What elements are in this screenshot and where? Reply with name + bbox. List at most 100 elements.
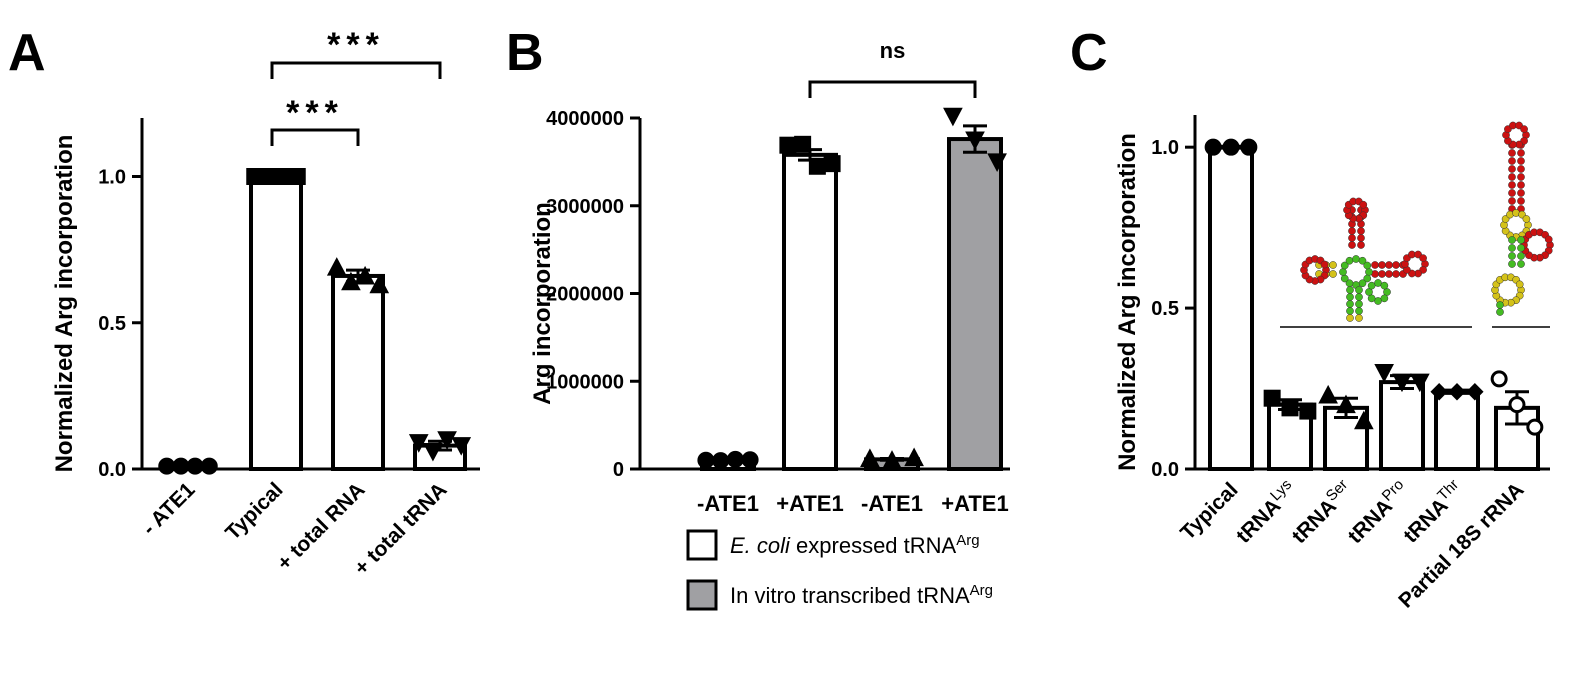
rna-dot — [1517, 173, 1525, 181]
bracket — [270, 128, 360, 146]
rna-dot — [1329, 270, 1337, 278]
y-tick-label: 0 — [613, 459, 624, 481]
x-tick-label: Typical — [1176, 478, 1242, 544]
rna-dot — [1348, 227, 1356, 235]
data-point — [1466, 383, 1484, 401]
rna-dot — [1345, 256, 1354, 265]
rna-dot — [1508, 236, 1516, 244]
data-point — [246, 168, 264, 185]
x-tick-label: - ATE1 — [138, 478, 200, 540]
rna-dot — [1508, 149, 1516, 157]
data-point — [1508, 396, 1526, 414]
y-tick-label: 1.0 — [1151, 137, 1179, 159]
data-point — [1263, 389, 1281, 407]
rna-dot — [1392, 261, 1400, 269]
x-tick-label-text: Typical — [1176, 478, 1242, 544]
x-tick-label: tRNALys — [1230, 476, 1302, 548]
rna-dot — [1385, 270, 1393, 278]
y-axis-label: Arg incorporation — [529, 202, 556, 405]
rna-dot — [1378, 270, 1386, 278]
x-tick-label: tRNASer — [1285, 476, 1357, 548]
data-point — [288, 168, 306, 185]
rna-dot — [1508, 181, 1516, 189]
rna-dot — [1357, 241, 1365, 249]
y-tick-label: 0.5 — [98, 313, 126, 335]
rna-dot — [1508, 260, 1516, 268]
data-point — [326, 257, 347, 276]
data-point — [1281, 399, 1299, 417]
rna-dot — [1508, 189, 1516, 197]
data-point — [1430, 383, 1448, 401]
legend-text: In vitro transcribed tRNA — [730, 583, 970, 608]
data-point — [823, 155, 841, 173]
rna-dot — [1329, 261, 1337, 269]
rna-dot — [1340, 274, 1349, 283]
rna-dot — [1520, 125, 1528, 133]
rna-dot — [1517, 149, 1525, 157]
rna-dot — [1348, 234, 1356, 242]
data-point — [451, 437, 472, 456]
y-axis-label: Normalized Arg incorporation — [1114, 133, 1141, 471]
rna-dot — [1517, 189, 1525, 197]
rna-dot — [1517, 157, 1525, 165]
y-tick-label: 0.0 — [1151, 459, 1179, 481]
data-point — [186, 457, 204, 475]
data-point — [965, 131, 985, 151]
data-point — [1318, 384, 1338, 404]
rna-dot — [1517, 236, 1525, 244]
x-tick-label: +ATE1 — [941, 491, 1008, 516]
rna-dot — [1517, 181, 1525, 189]
data-point — [274, 168, 292, 185]
x-tick-label: Typical — [221, 478, 287, 544]
x-tick-label: +ATE1 — [776, 491, 843, 516]
data-point — [1448, 383, 1466, 401]
data-point — [1222, 138, 1240, 156]
panel-letter: A — [8, 24, 46, 82]
legend-swatch — [686, 529, 718, 561]
annotation: *** — [286, 94, 344, 132]
data-point — [172, 457, 190, 475]
rna-dot — [1508, 197, 1516, 205]
rna-dot — [1340, 261, 1349, 270]
rna-dot — [1357, 227, 1365, 235]
rna-dot — [1346, 314, 1354, 322]
rna-dot — [1508, 157, 1516, 165]
x-tick-label: -ATE1 — [861, 491, 923, 516]
rna-dot — [1544, 235, 1553, 244]
rna-dot — [1508, 165, 1516, 173]
rna-dot — [1346, 286, 1354, 294]
legend-italic: E. coli — [730, 533, 791, 558]
data-point — [1374, 363, 1394, 383]
data-point — [1299, 402, 1317, 420]
rna-dot — [1517, 252, 1525, 260]
data-point — [904, 447, 924, 467]
bar — [331, 273, 385, 472]
rna-dot — [1348, 241, 1356, 249]
rna-dot — [1355, 300, 1363, 308]
data-point — [437, 431, 457, 450]
rna-dot — [1357, 234, 1365, 242]
panel-letter: B — [506, 24, 544, 82]
rna-dot — [1517, 260, 1525, 268]
rna-dot — [1419, 254, 1427, 262]
rna-dot — [1496, 308, 1504, 316]
data-point — [712, 452, 730, 470]
rna-dot — [1496, 301, 1504, 309]
x-tick-label: -ATE1 — [697, 491, 759, 516]
data-point — [1490, 370, 1508, 388]
data-point — [808, 157, 826, 175]
x-tick-label: tRNAPro — [1341, 476, 1413, 548]
data-point — [987, 153, 1007, 172]
rna-dot — [1385, 261, 1393, 269]
data-point — [158, 457, 176, 475]
rna-dot — [1346, 300, 1354, 308]
data-point — [1526, 418, 1544, 436]
rna-dot — [1522, 215, 1531, 223]
rna-dot — [1346, 307, 1354, 315]
data-point — [1354, 410, 1374, 430]
bar — [947, 137, 1003, 471]
data-point — [794, 135, 812, 153]
data-point — [260, 168, 278, 185]
bar — [249, 174, 303, 471]
